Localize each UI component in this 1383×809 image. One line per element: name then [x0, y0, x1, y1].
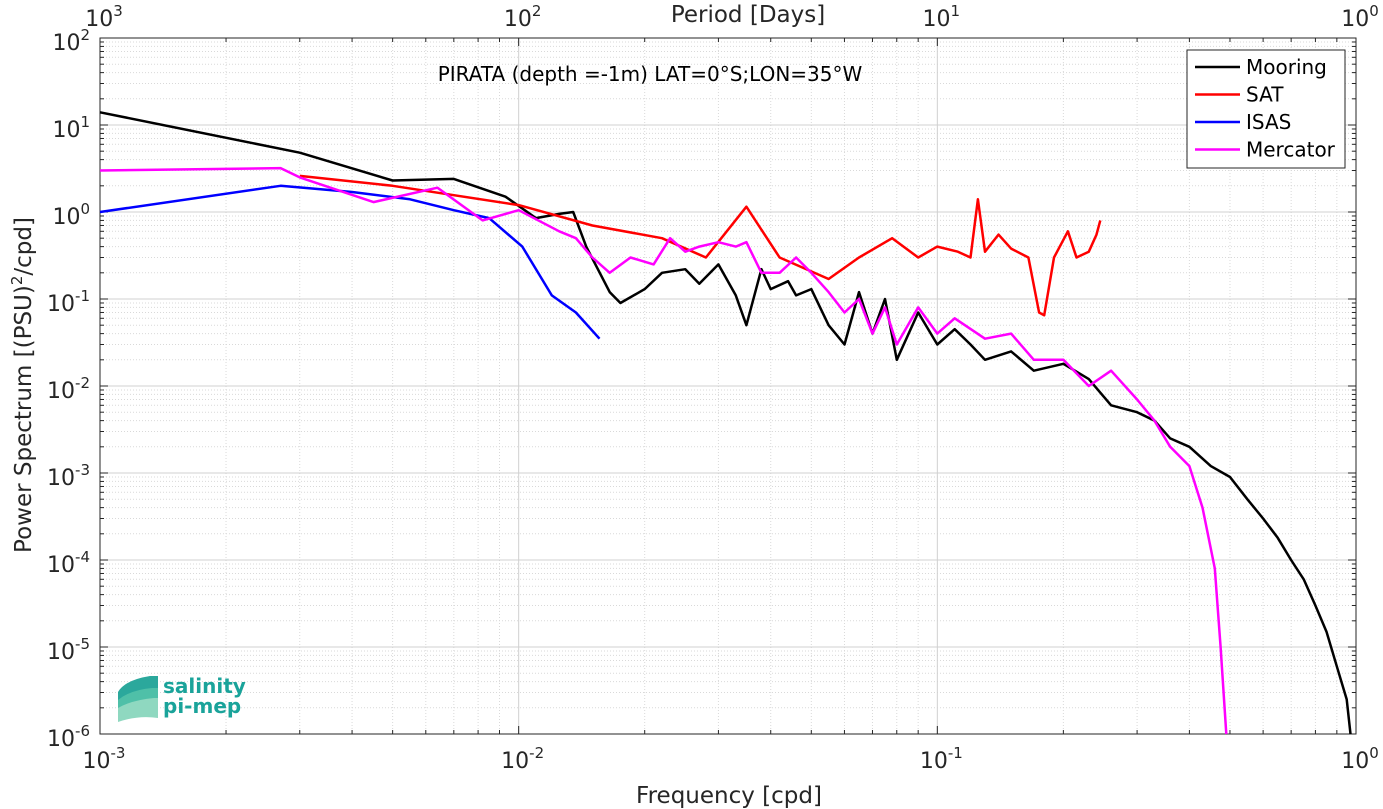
legend: Mooring SAT ISAS Mercator — [1186, 49, 1346, 169]
y-tick-label-base: 10 — [52, 118, 80, 143]
top-tick-label-base: 10 — [1341, 7, 1369, 32]
top-tick-label-exp: 0 — [1369, 2, 1379, 20]
y-tick-label-base: 10 — [47, 553, 75, 578]
top-tick-label-exp: 3 — [113, 2, 123, 20]
series-line-mercator — [99, 166, 1228, 735]
x-tick-label-base: 10 — [83, 749, 111, 774]
y-tick-label: 10-3 — [47, 461, 90, 491]
logo-line1: salinity — [163, 674, 246, 698]
x-tick-label-exp: -1 — [948, 744, 963, 762]
y-tick-label-base: 10 — [52, 31, 80, 56]
top-axis-title: Period [Days] — [671, 2, 825, 28]
legend-label-sat: SAT — [1246, 83, 1284, 107]
series-layer — [99, 111, 1352, 735]
y-tick-label-base: 10 — [47, 727, 75, 752]
legend-label-isas: ISAS — [1246, 110, 1291, 134]
y-tick-label: 101 — [52, 113, 90, 143]
y-tick-label-base: 10 — [52, 205, 80, 230]
top-tick-label: 103 — [85, 2, 123, 32]
y-tick-label: 10-5 — [47, 635, 90, 665]
x-tick-label-exp: -2 — [529, 744, 544, 762]
series-line-mooring — [99, 111, 1352, 735]
y-tick-label-exp: -5 — [75, 635, 90, 653]
top-tick-label: 102 — [504, 2, 542, 32]
y-tick-label-exp: 0 — [80, 200, 90, 218]
x-tick-label-base: 10 — [920, 749, 948, 774]
top-tick-label-exp: 2 — [532, 2, 542, 20]
y-tick-label: 100 — [52, 200, 90, 230]
top-tick-label-base: 10 — [85, 7, 113, 32]
series-line-sat — [299, 174, 1102, 317]
y-axis-title-tail: /cpd] — [11, 217, 37, 276]
logo-line2: pi-mep — [163, 694, 241, 718]
y-tick-label-exp: 2 — [80, 26, 90, 44]
y-tick-label-exp: -2 — [75, 374, 90, 392]
legend-label-mooring: Mooring — [1246, 55, 1327, 79]
x-tick-label: 10-2 — [501, 744, 544, 774]
logo-wave-3 — [118, 698, 158, 722]
y-tick-label-exp: -1 — [75, 287, 90, 305]
y-tick-label: 10-6 — [47, 722, 90, 752]
y-tick-label-base: 10 — [47, 640, 75, 665]
y-tick-label-exp: -3 — [75, 461, 90, 479]
top-tick-label-exp: 1 — [951, 2, 961, 20]
y-tick-label: 10-1 — [47, 287, 90, 317]
x-tick-label-exp: -3 — [111, 744, 126, 762]
y-axis-title-exp: 2 — [8, 276, 26, 286]
y-tick-label-exp: -4 — [75, 548, 90, 566]
tick-marks — [99, 37, 1357, 735]
plot-title: PIRATA (depth =-1m) LAT=0°S;LON=35°W — [438, 62, 863, 86]
y-axis-title: Power Spectrum [(PSU)2/cpd] — [8, 217, 37, 553]
y-tick-label-exp: -6 — [75, 722, 90, 740]
legend-label-mercator: Mercator — [1246, 138, 1336, 162]
y-axis-title-main: Power Spectrum [(PSU) — [11, 285, 37, 553]
x-tick-label: 10-3 — [83, 744, 126, 774]
y-tick-label-base: 10 — [47, 379, 75, 404]
x-tick-label-base: 10 — [1341, 749, 1369, 774]
x-tick-label: 10-1 — [920, 744, 963, 774]
y-tick-label: 10-4 — [47, 548, 90, 578]
x-tick-label-base: 10 — [501, 749, 529, 774]
y-tick-label-base: 10 — [47, 292, 75, 317]
top-tick-label-base: 10 — [504, 7, 532, 32]
salinity-pi-mep-logo: salinity pi-mep — [118, 674, 246, 722]
y-tick-label: 102 — [52, 26, 90, 56]
x-tick-label: 100 — [1341, 744, 1379, 774]
top-tick-label: 100 — [1341, 2, 1379, 32]
y-tick-label-exp: 1 — [80, 113, 90, 131]
top-tick-label-base: 10 — [923, 7, 951, 32]
x-axis-title: Frequency [cpd] — [636, 783, 822, 809]
y-tick-label-base: 10 — [47, 466, 75, 491]
x-tick-label-exp: 0 — [1369, 744, 1379, 762]
top-tick-label: 101 — [923, 2, 961, 32]
y-tick-label: 10-2 — [47, 374, 90, 404]
series-line-isas — [99, 184, 601, 340]
